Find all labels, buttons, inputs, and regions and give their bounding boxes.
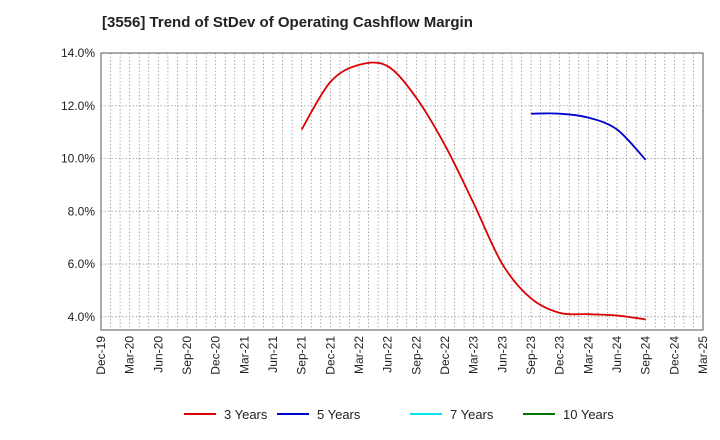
y-tick-label: 10.0%	[61, 152, 95, 166]
x-tick-label: Mar-22	[352, 336, 366, 374]
legend-label-5-years: 5 Years	[317, 407, 361, 422]
x-tick-label: Mar-20	[123, 336, 137, 374]
plot-frame	[100, 52, 704, 331]
x-tick-label: Jun-21	[266, 336, 280, 373]
x-tick-label: Jun-20	[151, 336, 165, 373]
chart-title: [3556] Trend of StDev of Operating Cashf…	[102, 14, 473, 31]
series-line-3-years	[300, 61, 646, 321]
y-tick-label: 12.0%	[61, 99, 95, 113]
x-tick-label: Dec-21	[323, 336, 337, 375]
x-tick-label: Dec-24	[667, 336, 681, 375]
x-tick-label: Dec-23	[553, 336, 567, 375]
y-tick-label: 4.0%	[68, 310, 96, 324]
x-tick-label: Mar-23	[467, 336, 481, 374]
y-tick-label: 6.0%	[68, 257, 96, 271]
x-tick-label: Sep-23	[524, 336, 538, 375]
x-tick-label: Sep-20	[180, 336, 194, 375]
x-tick-label: Dec-20	[209, 336, 223, 375]
legend-label-3-years: 3 Years	[224, 407, 268, 422]
y-tick-label: 8.0%	[68, 204, 96, 218]
series-line-5-years	[530, 112, 647, 161]
x-tick-label: Sep-22	[409, 336, 423, 375]
x-tick-label: Sep-21	[295, 336, 309, 375]
x-tick-label: Dec-19	[94, 336, 108, 375]
x-tick-label: Jun-24	[610, 336, 624, 373]
legend-label-7-years: 7 Years	[450, 407, 494, 422]
x-tick-label: Mar-24	[581, 336, 595, 374]
x-tick-label: Sep-24	[639, 336, 653, 375]
x-tick-label: Dec-22	[438, 336, 452, 375]
x-tick-label: Mar-25	[696, 336, 710, 374]
x-tick-label: Mar-21	[237, 336, 251, 374]
y-tick-label: 14.0%	[61, 46, 95, 60]
legend-label-10-years: 10 Years	[563, 407, 614, 422]
x-tick-label: Jun-22	[381, 336, 395, 373]
plot-area	[101, 53, 703, 330]
x-tick-label: Jun-23	[495, 336, 509, 373]
